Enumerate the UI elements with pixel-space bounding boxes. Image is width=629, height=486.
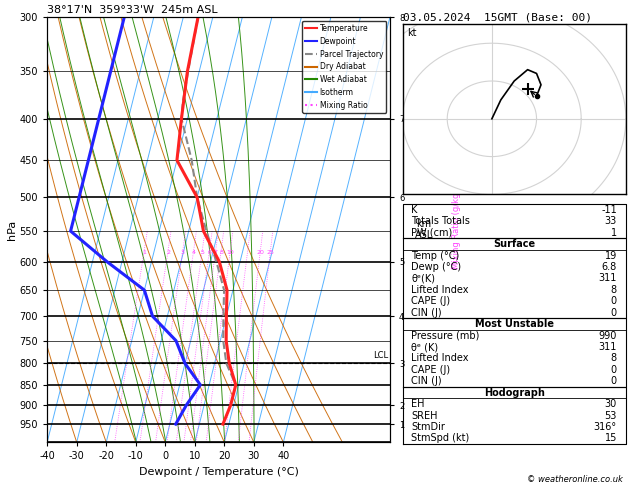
- Text: kt: kt: [407, 28, 416, 37]
- Text: 33: 33: [604, 216, 617, 226]
- Text: Surface: Surface: [493, 239, 535, 249]
- Text: 8: 8: [611, 285, 617, 295]
- Text: 15: 15: [604, 434, 617, 443]
- Text: 311: 311: [599, 274, 617, 283]
- Text: LCL: LCL: [374, 351, 389, 360]
- Text: Pressure (mb): Pressure (mb): [411, 330, 480, 341]
- Text: 311: 311: [599, 342, 617, 352]
- Text: CAPE (J): CAPE (J): [411, 296, 450, 306]
- Text: 3: 3: [181, 250, 185, 255]
- Text: 1: 1: [611, 228, 617, 238]
- Text: Lifted Index: Lifted Index: [411, 285, 469, 295]
- Text: 19: 19: [604, 251, 617, 260]
- Text: Dewp (°C): Dewp (°C): [411, 262, 462, 272]
- Text: CIN (J): CIN (J): [411, 308, 442, 318]
- Text: Lifted Index: Lifted Index: [411, 353, 469, 364]
- Text: 0: 0: [611, 376, 617, 386]
- Text: 7: 7: [214, 250, 218, 255]
- Text: StmDir: StmDir: [411, 422, 445, 432]
- Text: K: K: [411, 205, 418, 215]
- Text: 316°: 316°: [594, 422, 617, 432]
- Text: 4: 4: [192, 250, 196, 255]
- Legend: Temperature, Dewpoint, Parcel Trajectory, Dry Adiabat, Wet Adiabat, Isotherm, Mi: Temperature, Dewpoint, Parcel Trajectory…: [302, 21, 386, 113]
- X-axis label: Dewpoint / Temperature (°C): Dewpoint / Temperature (°C): [138, 467, 299, 477]
- Text: 0: 0: [611, 365, 617, 375]
- Text: 6.8: 6.8: [602, 262, 617, 272]
- Text: 20: 20: [257, 250, 264, 255]
- Text: CAPE (J): CAPE (J): [411, 365, 450, 375]
- Text: 03.05.2024  15GMT (Base: 00): 03.05.2024 15GMT (Base: 00): [403, 12, 591, 22]
- Text: Totals Totals: Totals Totals: [411, 216, 470, 226]
- Text: 6: 6: [208, 250, 211, 255]
- Text: 25: 25: [267, 250, 274, 255]
- Text: StmSpd (kt): StmSpd (kt): [411, 434, 470, 443]
- Text: 8: 8: [220, 250, 223, 255]
- Text: 53: 53: [604, 411, 617, 420]
- Text: 30: 30: [604, 399, 617, 409]
- Text: Mixing Ratio (g/kg): Mixing Ratio (g/kg): [452, 190, 460, 269]
- Text: -11: -11: [601, 205, 617, 215]
- Text: 990: 990: [599, 330, 617, 341]
- Text: PW (cm): PW (cm): [411, 228, 453, 238]
- Text: © weatheronline.co.uk: © weatheronline.co.uk: [527, 474, 623, 484]
- Text: Most Unstable: Most Unstable: [475, 319, 554, 329]
- Text: 10: 10: [226, 250, 235, 255]
- Text: EH: EH: [411, 399, 425, 409]
- Text: 0: 0: [611, 296, 617, 306]
- Y-axis label: hPa: hPa: [7, 220, 17, 240]
- Text: Hodograph: Hodograph: [484, 388, 545, 398]
- Text: 38°17'N  359°33'W  245m ASL: 38°17'N 359°33'W 245m ASL: [47, 5, 218, 15]
- Y-axis label: km
ASL: km ASL: [415, 219, 433, 241]
- Text: CIN (J): CIN (J): [411, 376, 442, 386]
- Text: 2: 2: [166, 250, 170, 255]
- Text: θᵉ(K): θᵉ(K): [411, 274, 435, 283]
- Text: Temp (°C): Temp (°C): [411, 251, 460, 260]
- Text: 8: 8: [611, 353, 617, 364]
- Text: SREH: SREH: [411, 411, 438, 420]
- Text: 5: 5: [201, 250, 204, 255]
- Text: 0: 0: [611, 308, 617, 318]
- Text: 1: 1: [142, 250, 147, 255]
- Text: θᵉ (K): θᵉ (K): [411, 342, 438, 352]
